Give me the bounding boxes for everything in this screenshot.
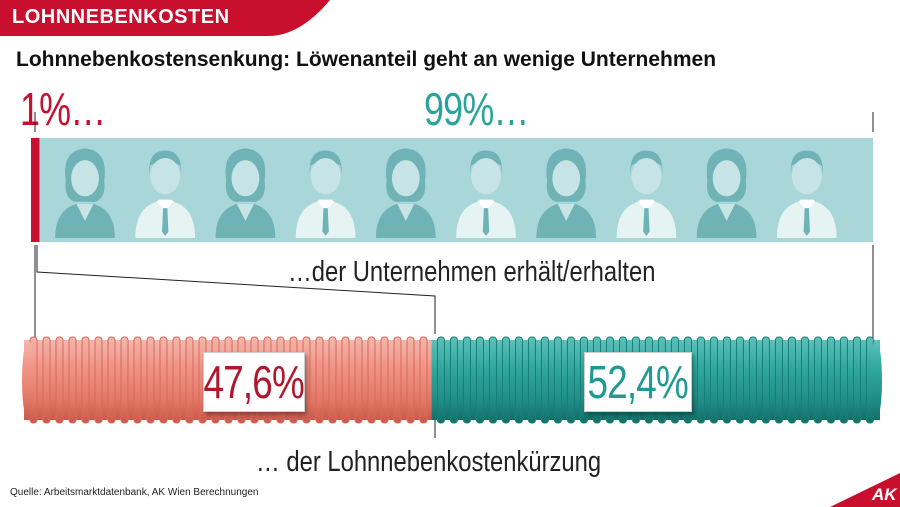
coil-ring bbox=[159, 336, 168, 424]
topic-banner-shape bbox=[0, 0, 330, 36]
coil-ring bbox=[341, 336, 350, 424]
coil-ring bbox=[514, 336, 523, 424]
coil-ring bbox=[826, 336, 835, 424]
coil-ring bbox=[406, 336, 415, 424]
coil-ring bbox=[761, 336, 770, 424]
page-title: Lohnnebenkostensenkung: Löwenanteil geht… bbox=[16, 48, 717, 71]
source-note: Quelle: Arbeitsmarktdatenbank, AK Wien B… bbox=[10, 487, 259, 498]
reduction-value-label-red: 47,6% bbox=[203, 352, 305, 412]
coil-ring bbox=[566, 336, 575, 424]
coil-ring bbox=[748, 336, 757, 424]
reduction-value-teal-text: 52,4% bbox=[587, 356, 689, 408]
coil-ring bbox=[553, 336, 562, 424]
coil-ring bbox=[735, 336, 744, 424]
coil-cap-left bbox=[22, 340, 34, 420]
reduction-bar bbox=[22, 336, 882, 424]
companies-bar bbox=[31, 138, 873, 242]
coil-ring bbox=[94, 336, 103, 424]
reduction-value-red-text: 47,6% bbox=[203, 356, 305, 408]
coil-ring bbox=[449, 336, 458, 424]
coil-ring bbox=[367, 336, 376, 424]
topic-banner: LOHNNEBENKOSTEN bbox=[0, 0, 330, 36]
coil-ring bbox=[81, 336, 90, 424]
coil-ring bbox=[839, 336, 848, 424]
coil-ring bbox=[42, 336, 51, 424]
coil-ring bbox=[393, 336, 402, 424]
coil-ring bbox=[488, 336, 497, 424]
coil-ring bbox=[462, 336, 471, 424]
coil-ring bbox=[800, 336, 809, 424]
coil-ring bbox=[852, 336, 861, 424]
ak-logo-text: AK bbox=[871, 485, 898, 504]
coil-ring bbox=[419, 336, 428, 424]
coil-ring bbox=[475, 336, 484, 424]
coil-cap-right bbox=[870, 340, 882, 420]
connector-small-to-split bbox=[36, 245, 436, 334]
coil-ring bbox=[501, 336, 510, 424]
coil-ring bbox=[774, 336, 783, 424]
coil-ring bbox=[107, 336, 116, 424]
coil-ring bbox=[120, 336, 129, 424]
coil-ring bbox=[354, 336, 363, 424]
coil-ring bbox=[436, 336, 445, 424]
coil-ring bbox=[787, 336, 796, 424]
companies-bar-segment-small bbox=[31, 138, 40, 242]
reduction-caption: … der Lohnnebenkostenkürzung bbox=[256, 446, 602, 478]
coil-ring bbox=[68, 336, 77, 424]
coil-ring bbox=[185, 336, 194, 424]
coil-ring bbox=[696, 336, 705, 424]
coil-ring bbox=[328, 336, 337, 424]
coil-ring bbox=[380, 336, 389, 424]
ak-logo: AK bbox=[830, 473, 900, 507]
coil-ring bbox=[540, 336, 549, 424]
coil-ring bbox=[315, 336, 324, 424]
coil-ring bbox=[722, 336, 731, 424]
coil-ring bbox=[709, 336, 718, 424]
coil-ring bbox=[133, 336, 142, 424]
ak-logo-shape bbox=[830, 473, 900, 507]
connector-lines bbox=[34, 112, 874, 438]
companies-share-small-label: 1%… bbox=[20, 83, 106, 135]
companies-caption: …der Unternehmen erhält/erhalten bbox=[288, 256, 656, 288]
coil-ring bbox=[813, 336, 822, 424]
topic-label: LOHNNEBENKOSTEN bbox=[12, 6, 230, 28]
coil-ring bbox=[172, 336, 181, 424]
reduction-value-label-teal: 52,4% bbox=[584, 352, 692, 412]
coil-ring bbox=[527, 336, 536, 424]
coil-ring bbox=[55, 336, 64, 424]
companies-share-large-label: 99%… bbox=[424, 83, 529, 135]
coil-ring bbox=[146, 336, 155, 424]
